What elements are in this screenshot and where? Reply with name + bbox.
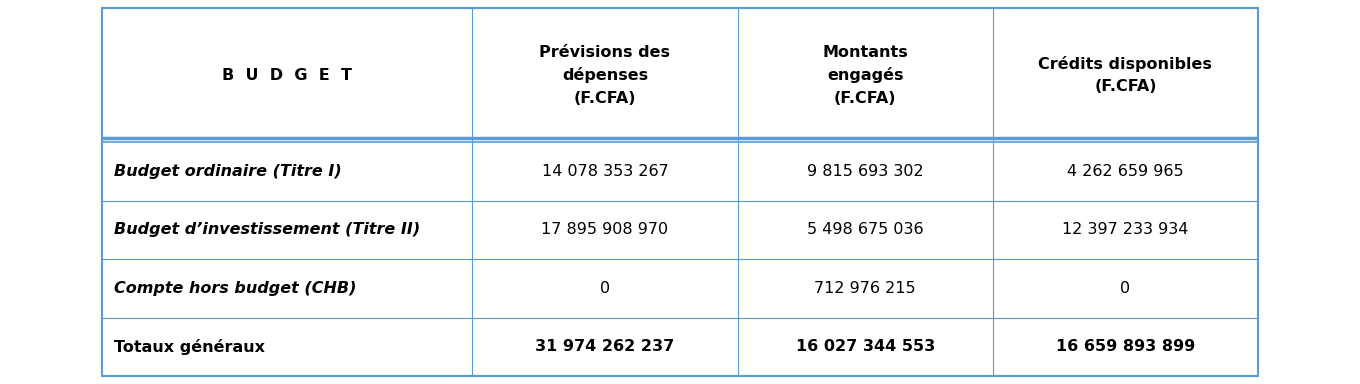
Text: 16 027 344 553: 16 027 344 553 [796, 339, 934, 354]
Text: Prévisions des
dépenses
(F.CFA): Prévisions des dépenses (F.CFA) [540, 45, 670, 106]
Text: 17 895 908 970: 17 895 908 970 [541, 222, 669, 237]
Text: Crédits disponibles
(F.CFA): Crédits disponibles (F.CFA) [1039, 56, 1212, 94]
Text: Budget d’investissement (Titre II): Budget d’investissement (Titre II) [114, 222, 420, 237]
Text: 0: 0 [600, 281, 611, 296]
Bar [102, 142, 1258, 201]
Text: 5 498 675 036: 5 498 675 036 [806, 222, 923, 237]
Bar [102, 318, 1258, 376]
Bar [102, 8, 1258, 142]
Text: Totaux généraux: Totaux généraux [114, 339, 265, 355]
Bar [102, 259, 1258, 318]
Text: B  U  D  G  E  T: B U D G E T [222, 68, 352, 83]
Text: 4 262 659 965: 4 262 659 965 [1068, 164, 1183, 179]
Text: 16 659 893 899: 16 659 893 899 [1055, 339, 1195, 354]
Bar [102, 8, 1258, 376]
Text: 14 078 353 267: 14 078 353 267 [541, 164, 668, 179]
Text: 0: 0 [1121, 281, 1130, 296]
Text: Montants
engagés
(F.CFA): Montants engagés (F.CFA) [823, 45, 908, 106]
Text: Compte hors budget (CHB): Compte hors budget (CHB) [114, 281, 356, 296]
Text: Budget ordinaire (Titre I): Budget ordinaire (Titre I) [114, 164, 341, 179]
Text: 712 976 215: 712 976 215 [815, 281, 917, 296]
Text: 31 974 262 237: 31 974 262 237 [536, 339, 675, 354]
Text: 9 815 693 302: 9 815 693 302 [806, 164, 923, 179]
Bar [102, 201, 1258, 259]
Text: 12 397 233 934: 12 397 233 934 [1062, 222, 1189, 237]
